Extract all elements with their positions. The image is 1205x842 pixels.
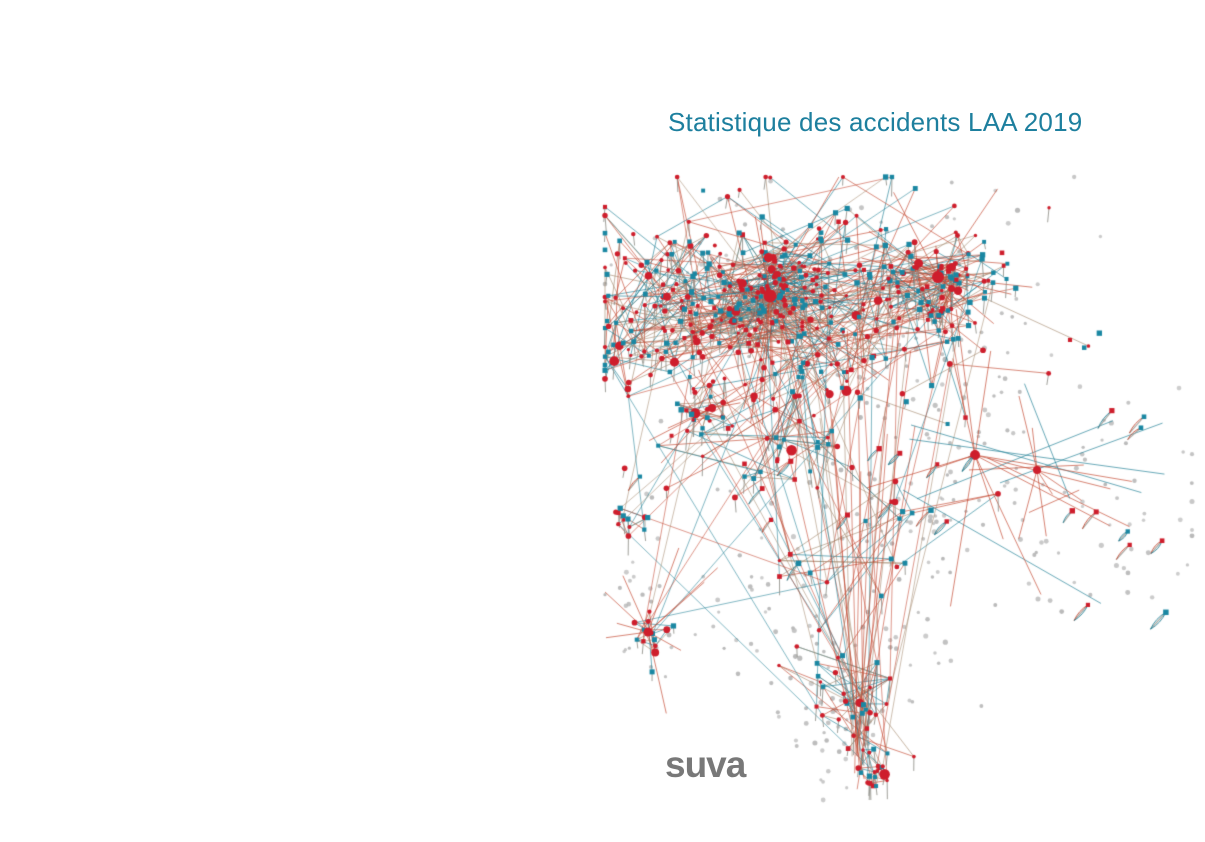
page-title: Statistique des accidents LAA 2019 xyxy=(668,107,1083,137)
suva-logo: suva xyxy=(665,744,746,785)
